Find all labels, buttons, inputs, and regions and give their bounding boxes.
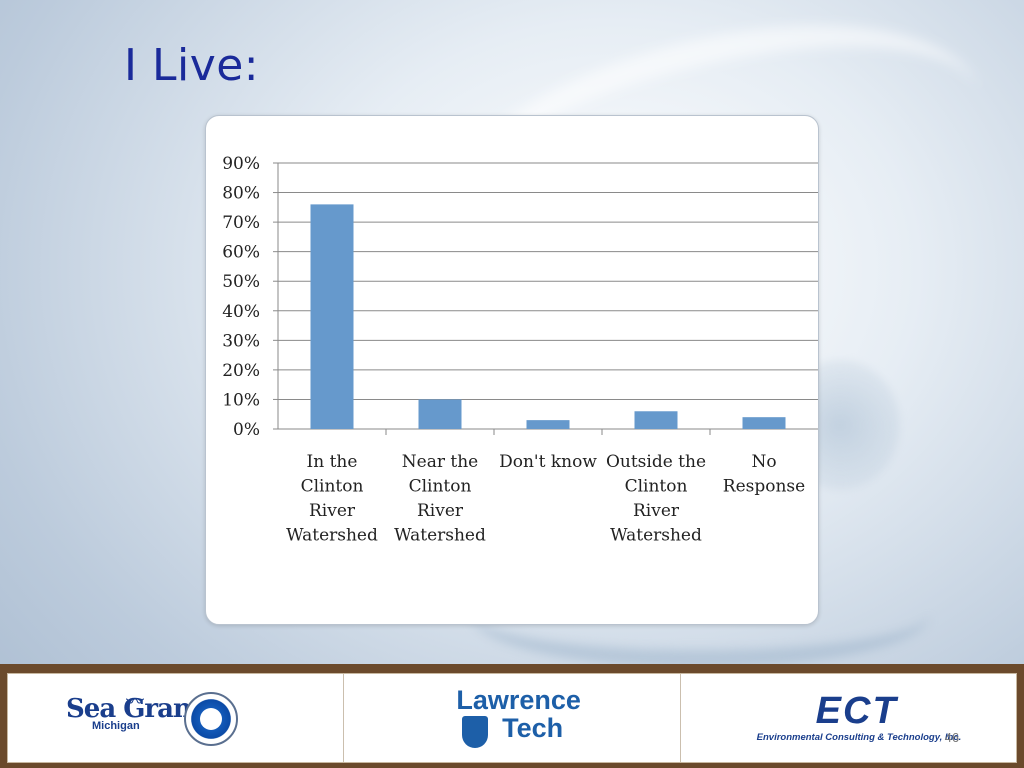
noaa-emblem-icon (184, 692, 238, 746)
x-tick-label-line: River (417, 501, 464, 521)
ect-mark: ECT (815, 690, 898, 732)
x-tick-label-line: Clinton (301, 477, 364, 497)
seagrant-logo: 〰 Sea Grant Michigan (66, 692, 203, 732)
slide-title: I Live: (124, 40, 260, 91)
lawrence-tech-logo: Lawrence Tech (456, 685, 581, 748)
bar (634, 411, 678, 429)
footer-bar: 〰 Sea Grant Michigan Lawrence Tech ECT E… (0, 664, 1024, 768)
gull-icon: 〰 (126, 692, 144, 712)
y-tick-label: 50% (222, 272, 260, 292)
y-tick-label: 90% (222, 154, 260, 174)
bar (310, 204, 354, 429)
x-tick-label-line: Don't know (499, 452, 597, 472)
y-tick-label: 0% (233, 420, 260, 440)
x-tick-label-line: Watershed (394, 526, 486, 546)
seagrant-sub: Michigan (92, 720, 140, 732)
ltu-line2: Tech (502, 713, 564, 743)
ect-logo: ECT Environmental Consulting & Technolog… (756, 690, 962, 743)
y-tick-label: 70% (222, 213, 260, 233)
y-tick-label: 20% (222, 361, 260, 381)
footer-panel-seagrant: 〰 Sea Grant Michigan (8, 674, 345, 762)
x-tick-label-line: Clinton (625, 477, 688, 497)
bar (418, 399, 462, 429)
bar (526, 420, 570, 429)
ect-sub: Environmental Consulting & Technology, I… (756, 732, 962, 743)
x-tick-label-line: River (309, 501, 356, 521)
shield-icon (462, 716, 489, 748)
y-tick-label: 30% (222, 331, 260, 351)
y-tick-label: 60% (222, 243, 260, 263)
y-tick-label: 80% (222, 184, 260, 204)
x-tick-label-line: Watershed (610, 526, 702, 546)
y-tick-label: 10% (222, 390, 260, 410)
chart-card: 0% 10% 20% 30% 40% 50% 60% 70% 80% 90% In the Clint… (205, 115, 819, 625)
x-tick-label-line: Response (723, 477, 805, 497)
x-tick-label-line: Outside the (606, 452, 706, 472)
footer-panel-ltu: Lawrence Tech (344, 674, 681, 762)
x-tick-label-line: Clinton (409, 477, 472, 497)
x-tick-label-line: Watershed (286, 526, 378, 546)
ltu-line1: Lawrence (456, 685, 581, 715)
x-tick-label-line: In the (307, 452, 358, 472)
footer-panel-ect: ECT Environmental Consulting & Technolog… (681, 674, 1016, 762)
x-tick-label: Near the Clinton River Watershed (394, 452, 486, 546)
x-tick-label-line: Near the (402, 452, 478, 472)
x-tick-label-line: No (751, 452, 776, 472)
bar-chart: 0% 10% 20% 30% 40% 50% 60% 70% 80% 90% In the Clint… (222, 154, 818, 546)
slide-number: 46 (944, 730, 960, 745)
seagrant-name: Sea Grant (66, 694, 203, 724)
x-tick-label: In the Clinton River Watershed (286, 452, 378, 546)
x-tick-label-line: River (633, 501, 680, 521)
bar (742, 417, 786, 429)
x-tick-label: Outside the Clinton River Watershed (606, 452, 706, 546)
footer-logos: 〰 Sea Grant Michigan Lawrence Tech ECT E… (7, 673, 1017, 763)
x-tick-label: Don't know (499, 452, 597, 472)
y-tick-label: 40% (222, 302, 260, 322)
x-tick-label: No Response (723, 452, 805, 497)
